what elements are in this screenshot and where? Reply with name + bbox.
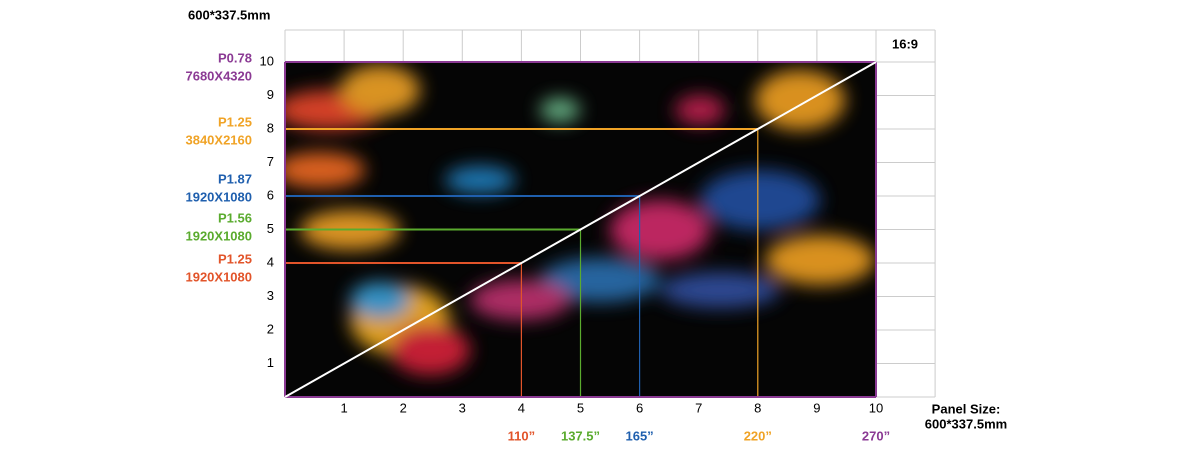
y-label: 5 [267, 221, 274, 236]
resolution: 7680X4320 [185, 68, 252, 83]
pitch: P1.25 [218, 251, 252, 266]
pitch: P1.56 [218, 210, 252, 225]
panel-size-label: Panel Size: [932, 401, 1001, 416]
x-label: 5 [577, 400, 584, 415]
resolution: 1920X1080 [185, 269, 252, 284]
x-label: 1 [340, 400, 347, 415]
y-label: 8 [267, 120, 274, 135]
paint-splash [285, 65, 875, 375]
diagonal-size: 110” [508, 428, 535, 443]
pitch: P1.87 [218, 171, 252, 186]
y-label: 10 [260, 53, 274, 68]
x-label: 4 [518, 400, 525, 415]
y-label: 2 [267, 321, 274, 336]
y-label: 9 [267, 87, 274, 102]
resolution: 3840X2160 [185, 132, 252, 147]
y-label: 7 [267, 154, 274, 169]
top-label: 600*337.5mm [188, 7, 270, 22]
x-label: 6 [636, 400, 643, 415]
y-label: 1 [267, 355, 274, 370]
pitch: P0.78 [218, 50, 252, 65]
diagonal-size: 165” [625, 428, 653, 443]
y-label: 3 [267, 288, 274, 303]
ratio: 16:9 [892, 36, 918, 51]
pitch: P1.25 [218, 114, 252, 129]
resolution: 1920X1080 [185, 228, 252, 243]
resolution: 1920X1080 [185, 189, 252, 204]
panel-size-value: 600*337.5mm [925, 416, 1007, 431]
diagonal-size: 137.5” [561, 428, 600, 443]
diagonal-size: 220” [744, 428, 772, 443]
y-label: 4 [267, 254, 274, 269]
x-label: 7 [695, 400, 702, 415]
x-label: 3 [459, 400, 466, 415]
diagonal-size: 270” [862, 428, 890, 443]
x-label: 10 [869, 400, 883, 415]
resolution-lines [284, 61, 877, 398]
diagonal [284, 61, 877, 398]
x-label: 8 [754, 400, 761, 415]
x-label: 2 [400, 400, 407, 415]
x-label: 9 [813, 400, 820, 415]
y-label: 6 [267, 187, 274, 202]
